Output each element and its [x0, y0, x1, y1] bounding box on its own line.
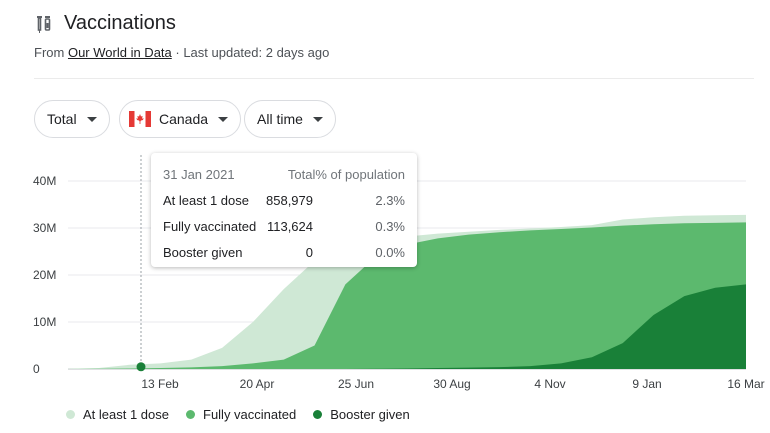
- source-prefix: From: [34, 45, 65, 60]
- metric-dropdown[interactable]: Total: [34, 100, 110, 138]
- y-tick-label: 20M: [33, 268, 56, 282]
- x-tick-label: 13 Feb: [141, 377, 179, 391]
- y-tick-label: 30M: [33, 221, 56, 235]
- tooltip-row-label: Booster given: [163, 244, 243, 260]
- metric-dropdown-label: Total: [47, 111, 77, 127]
- legend-swatch: [186, 410, 195, 419]
- legend-label: At least 1 dose: [83, 407, 169, 422]
- source-line: From Our World in Data · Last updated: 2…: [34, 45, 329, 60]
- card-header: Vaccinations: [34, 12, 176, 35]
- vaccination-chart[interactable]: 0 10M 20M 30M 40M 13 Feb 20 Apr 25 Jun 30 Aug 4 N…: [0, 150, 770, 400]
- tooltip-row-percent: 0.3%: [375, 218, 405, 234]
- tooltip-row-percent: 2.3%: [375, 192, 405, 208]
- tooltip-row-total: 113,624: [266, 218, 313, 234]
- x-tick-label: 9 Jan: [632, 377, 661, 391]
- source-link[interactable]: Our World in Data: [67, 45, 172, 60]
- legend-item[interactable]: Booster given: [313, 407, 410, 422]
- divider: [34, 78, 754, 79]
- tooltip-row-total: 0: [305, 244, 313, 260]
- syringe-icon: [37, 15, 51, 33]
- legend-swatch: [66, 410, 75, 419]
- country-dropdown-label: Canada: [159, 111, 209, 127]
- range-dropdown-label: All time: [257, 111, 303, 127]
- x-tick-label: 16 Mar: [727, 377, 764, 391]
- tooltip-row: At least 1 dose 858,979 2.3%: [163, 187, 405, 213]
- y-tick-label: 0: [33, 362, 40, 376]
- area-booster-given: [68, 284, 746, 369]
- tooltip-date: 31 Jan 2021: [163, 166, 235, 182]
- legend-item[interactable]: Fully vaccinated: [186, 407, 296, 422]
- y-tick-label: 10M: [33, 315, 56, 329]
- legend-label: Booster given: [330, 407, 410, 422]
- x-tick-label: 20 Apr: [240, 377, 275, 391]
- chart-legend: At least 1 dose Fully vaccinated Booster…: [66, 407, 427, 422]
- range-dropdown[interactable]: All time: [244, 100, 336, 138]
- legend-item[interactable]: At least 1 dose: [66, 407, 169, 422]
- tooltip-row-percent: 0.0%: [375, 244, 405, 260]
- tooltip-col-total: Total: [287, 166, 316, 182]
- y-tick-label: 40M: [33, 174, 56, 188]
- tooltip-row-label: At least 1 dose: [163, 192, 249, 208]
- legend-swatch: [313, 410, 323, 419]
- tooltip-col-percent: % of population: [315, 166, 405, 182]
- card-title: Vaccinations: [64, 12, 176, 34]
- tooltip-row-total: 858,979: [266, 192, 313, 208]
- chevron-down-icon: [218, 116, 229, 122]
- tooltip-row: Fully vaccinated 113,624 0.3%: [163, 213, 405, 239]
- area-fully-vaccinated: [68, 222, 746, 369]
- legend-label: Fully vaccinated: [203, 407, 297, 422]
- chart-tooltip: 31 Jan 2021 Total % of population At lea…: [151, 153, 417, 267]
- country-dropdown[interactable]: Canada: [119, 100, 242, 138]
- tooltip-header: 31 Jan 2021 Total % of population: [163, 161, 405, 187]
- last-updated: · Last updated: 2 days ago: [175, 45, 330, 60]
- chevron-down-icon: [86, 116, 97, 122]
- x-tick-label: 4 Nov: [534, 377, 565, 391]
- tooltip-row: Booster given 0 0.0%: [163, 239, 405, 265]
- x-tick-label: 25 Jun: [338, 377, 374, 391]
- tooltip-row-label: Fully vaccinated: [163, 218, 257, 234]
- cursor-point: [136, 362, 146, 372]
- x-tick-label: 30 Aug: [433, 377, 470, 391]
- canada-flag-icon: [129, 111, 151, 127]
- chevron-down-icon: [312, 116, 323, 122]
